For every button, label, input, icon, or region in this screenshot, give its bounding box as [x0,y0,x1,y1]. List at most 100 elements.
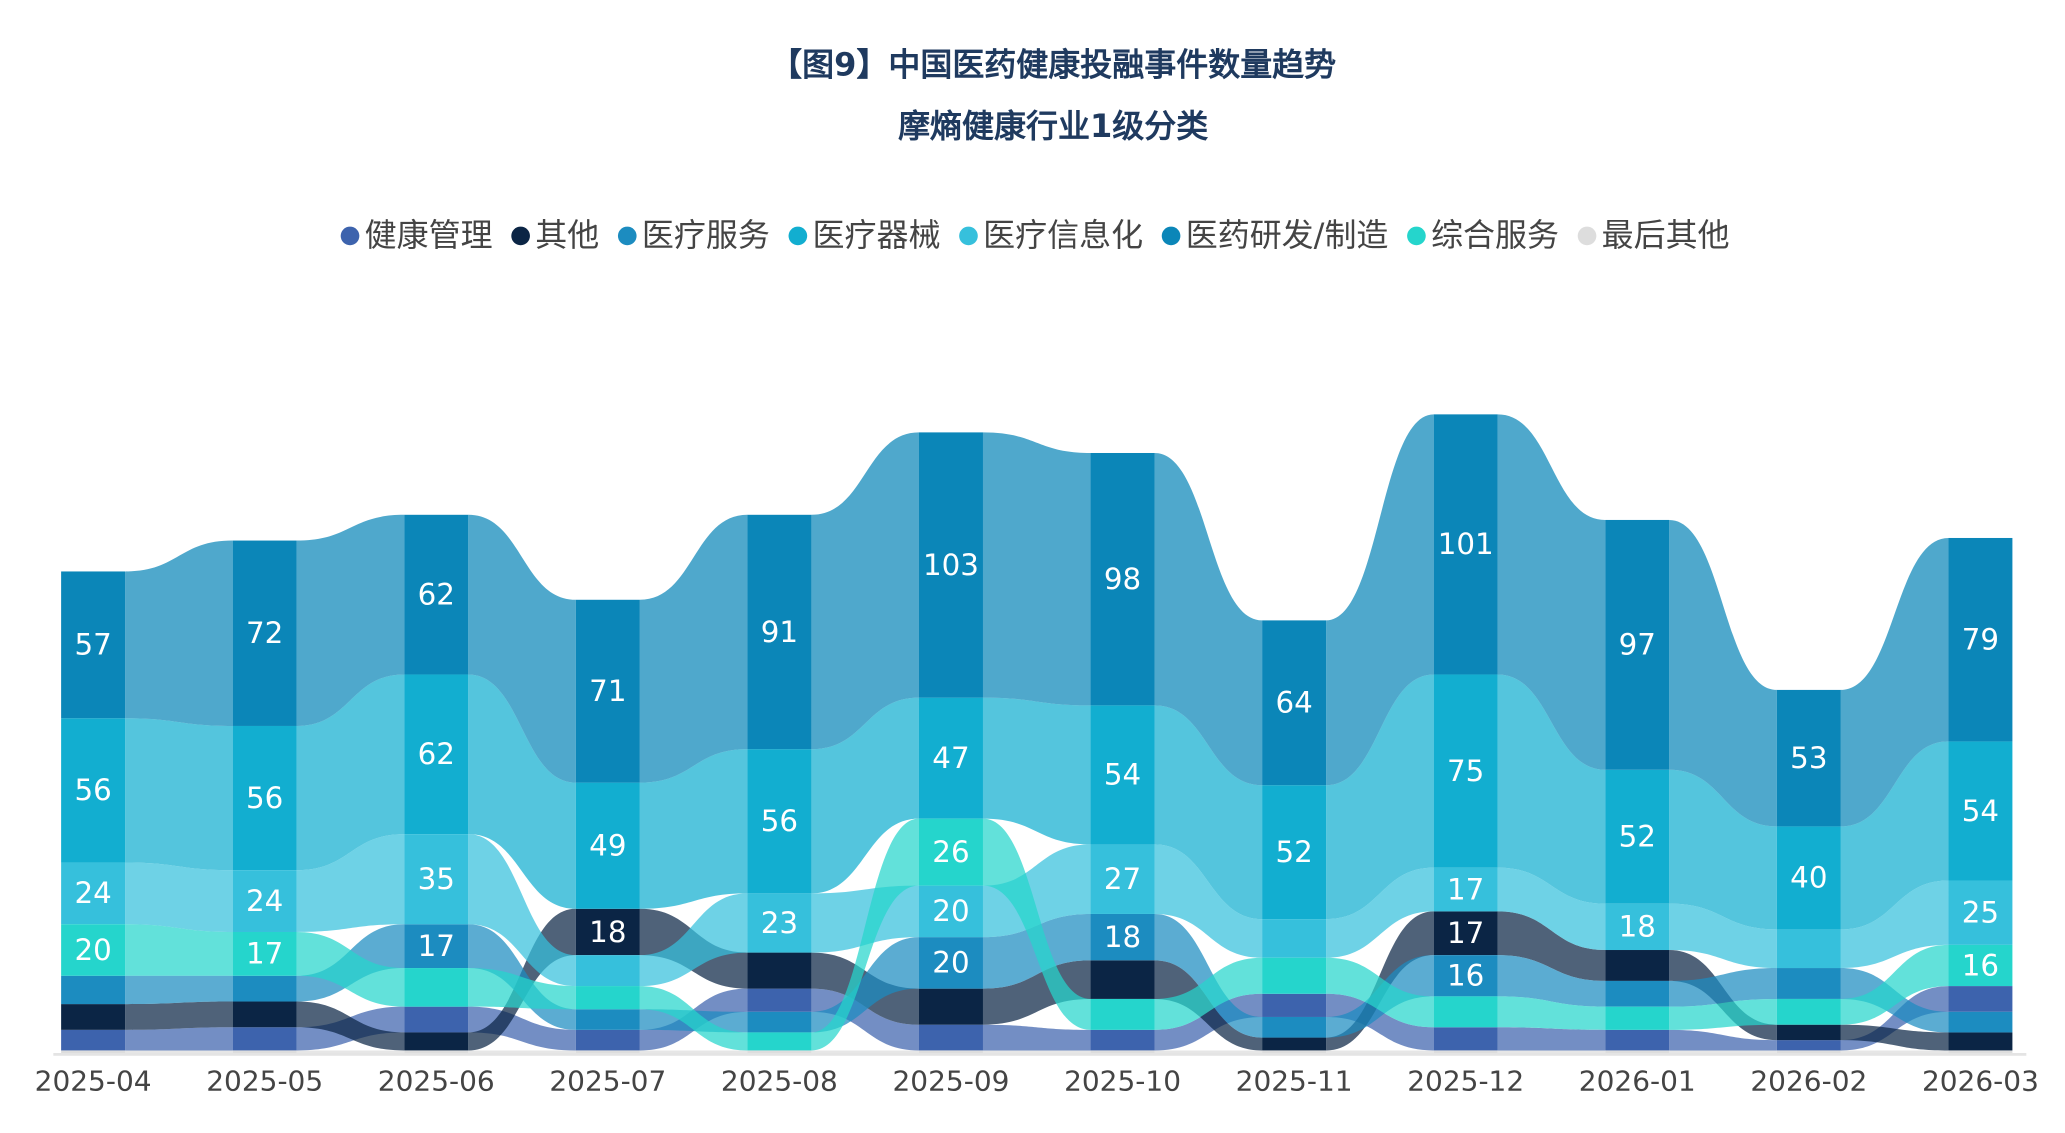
ribbon [982,432,1091,706]
column-segment [1433,674,1498,868]
ribbon [1154,913,1263,1038]
legend-item: 综合服务 [1407,216,1559,254]
column-segment [1948,741,2013,881]
ribbon [1326,1050,1434,1054]
x-tick-label: 2026-03 [1922,1064,2039,1097]
column-segment [1090,1050,1155,1054]
column-segment [404,1050,469,1054]
legend-label: 最后其他 [1602,216,1730,254]
column-segment [918,1050,983,1054]
ribbon [1326,867,1434,958]
column-segment [918,432,983,698]
ribbon [1840,944,1949,1025]
data-label: 75 [1447,754,1484,788]
ribbon [296,834,405,932]
ribbon [1326,674,1434,920]
column-segment [918,937,983,989]
data-label: 72 [246,616,283,650]
column-segment [61,571,126,719]
column-segment [747,514,812,750]
ribbon [1669,903,1777,969]
ribbon [1497,911,1606,981]
column-segment [747,749,812,894]
ribbon [1840,880,1949,969]
column-segment [1776,1040,1841,1051]
legend-label: 医疗信息化 [983,216,1143,254]
ribbon [125,718,233,871]
column-segment [1948,1050,2013,1054]
ribbon [1669,1050,1777,1054]
column-segment [747,1050,812,1054]
ribbon [1840,1050,1949,1054]
column-segment [232,870,297,932]
ribbon [1669,769,1777,930]
x-tick-label: 2025-05 [206,1064,323,1097]
column-segment [404,1032,469,1051]
ribbon [1840,741,1949,930]
ribbon [639,1050,748,1054]
column-segment [1776,968,1841,999]
column-segment [232,1001,297,1028]
column-segment [1776,1050,1841,1054]
legend-label: 医药研发/制造 [1186,216,1389,254]
column-segment [1605,769,1670,904]
legend-marker [617,226,637,246]
column-segment [1605,519,1670,770]
ribbon [982,1050,1091,1054]
ribbon [468,834,576,987]
data-label: 71 [589,674,626,708]
ribbon [1497,414,1606,770]
column-segment [918,1024,983,1051]
x-tick-label: 2025-06 [378,1064,495,1097]
legend-marker [511,226,530,246]
column-segment [575,955,640,987]
x-tick-label: 2025-12 [1407,1064,1524,1097]
ribbon [296,931,405,1007]
data-label: 62 [418,577,455,611]
data-label: 57 [74,628,111,662]
column-segment [1605,1050,1670,1054]
column-segment [1948,1032,2013,1051]
column-segment [575,1029,640,1051]
data-label: 54 [1104,758,1141,792]
column-segment [61,924,126,976]
x-tick-label: 2025-08 [721,1064,838,1097]
ribbon [296,674,405,871]
ribbon [811,1050,919,1054]
column-segment [232,1027,297,1051]
legend-label: 综合服务 [1431,216,1559,254]
column-segment [61,718,126,863]
data-label: 64 [1275,686,1312,720]
ribbon [1154,844,1263,958]
column-segment [747,1032,812,1051]
column-segment [404,968,469,1007]
column-segment [747,1011,812,1033]
column-segment [575,908,640,956]
ribbon [982,960,1091,1025]
data-label: 91 [761,615,798,649]
data-label: 52 [1275,835,1312,869]
ribbon [125,540,233,726]
x-tick-label: 2025-10 [1064,1064,1181,1097]
columns: 2025-04 56 24 57 20 2025-05 56 24 72 17 2025-06 17 6… [35,414,2039,1097]
column-segment [61,975,126,1005]
data-label: 20 [932,894,969,928]
column-segment [747,893,812,953]
data-label: 79 [1962,623,1999,657]
ribbon [296,1050,405,1054]
column-segment [918,988,983,1025]
ribbon [468,514,576,783]
column-segment [1262,1050,1327,1054]
ribbon [1154,452,1263,786]
legend-marker [1161,226,1181,246]
ribbons [125,414,1949,1054]
data-label: 17 [418,929,455,963]
ribbon [125,1027,233,1051]
ribbon [1497,1027,1606,1051]
ribbon [1840,537,1949,827]
column-segment [1776,826,1841,930]
legend-marker [959,226,978,246]
data-label: 26 [932,835,969,869]
legend-marker [788,226,808,246]
data-label: 25 [1962,896,1999,930]
